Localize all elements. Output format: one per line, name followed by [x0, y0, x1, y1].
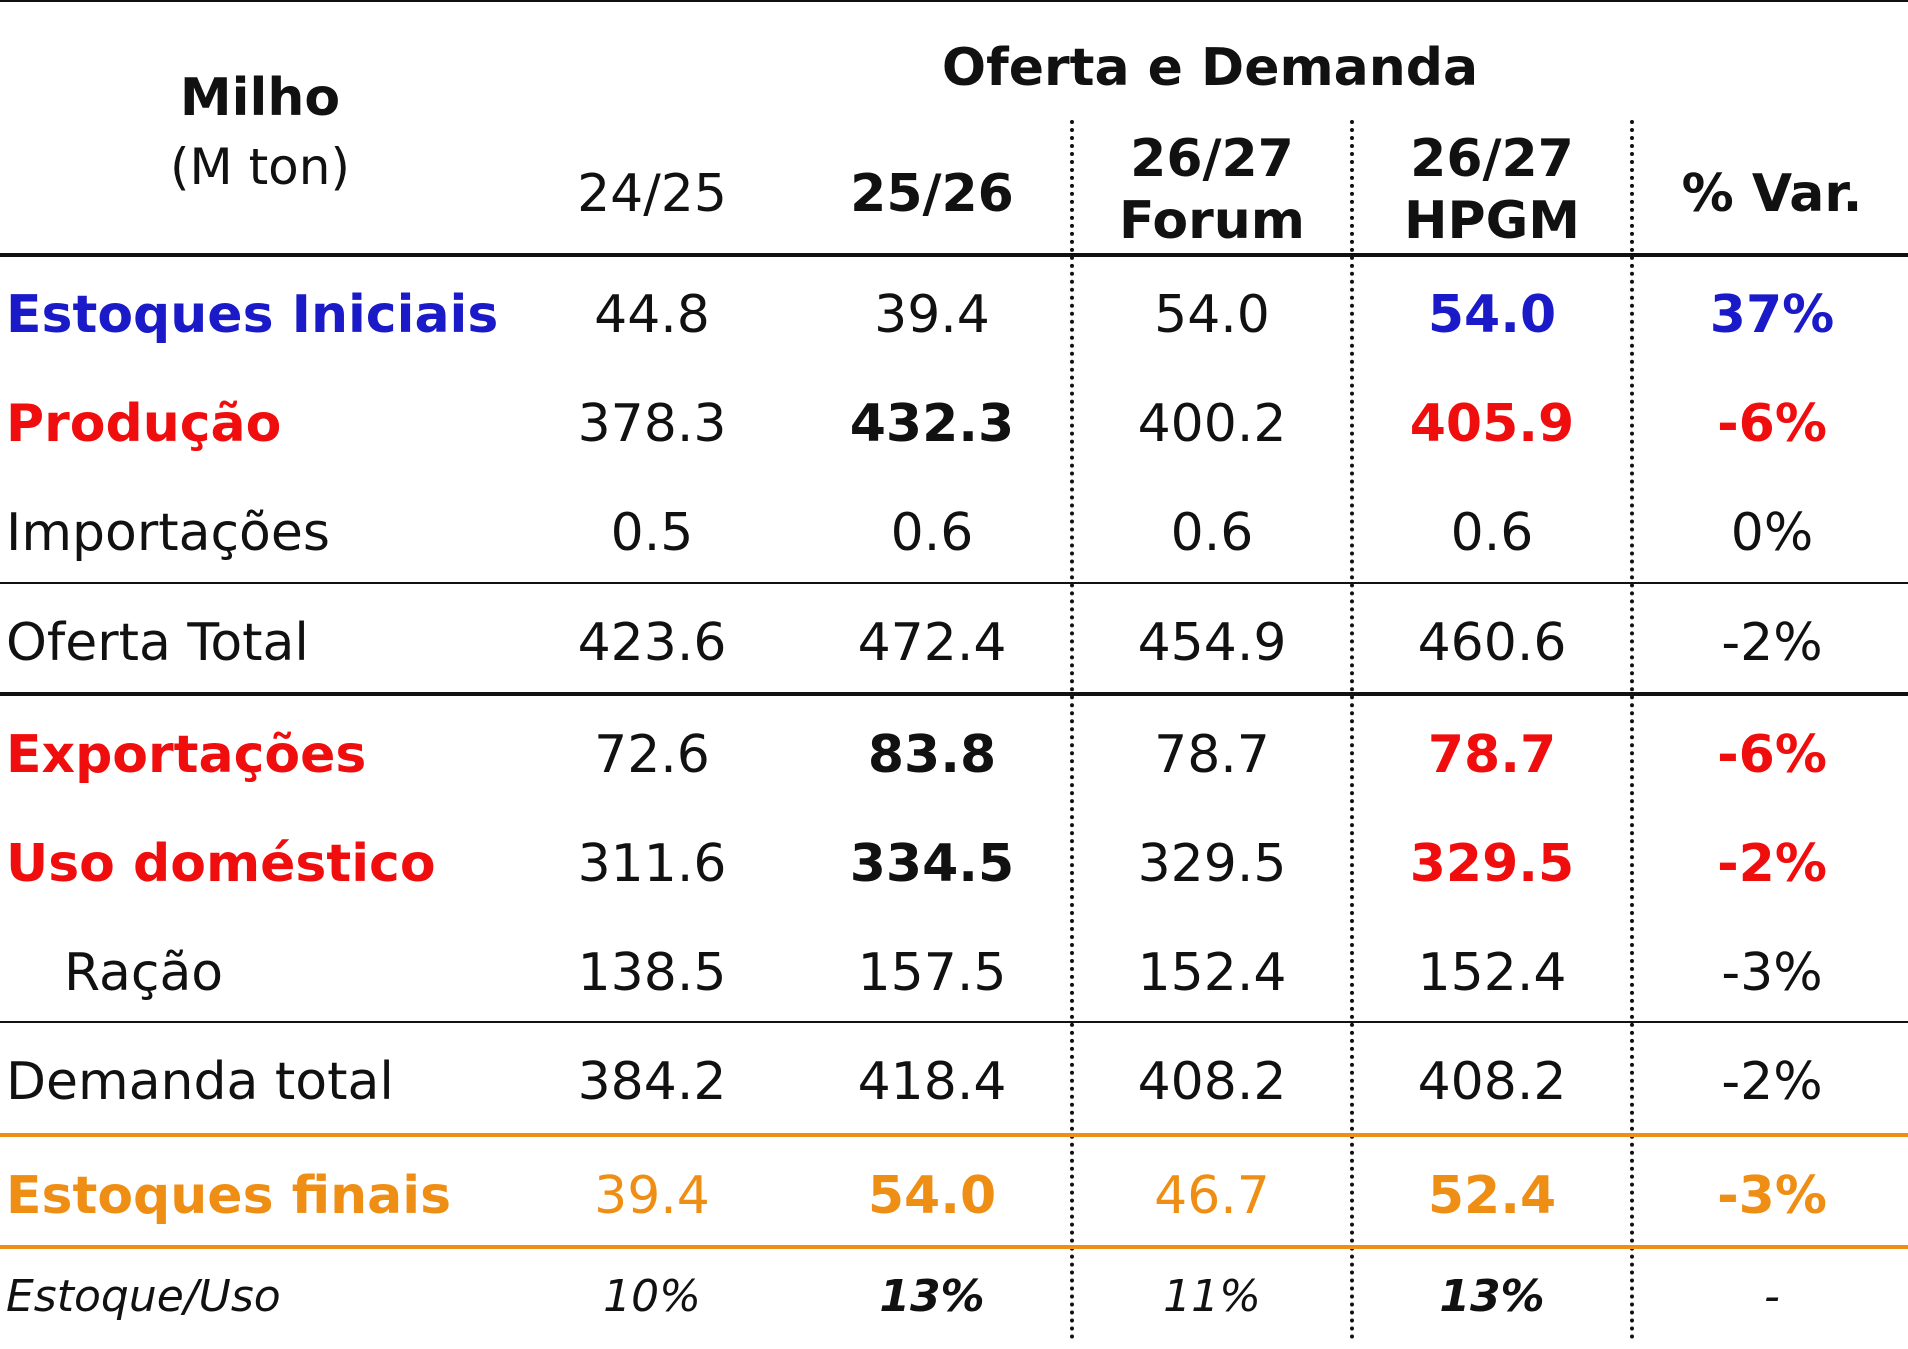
column-header-25-26: 25/26 [792, 163, 1072, 225]
value-cell: 52.4 [1427, 1166, 1557, 1226]
value-cell: 13% [879, 1271, 985, 1322]
table-row-importacoes: Importações 0.5 0.6 0.6 0.6 0% [0, 478, 1908, 588]
value-cell: 311.6 [577, 834, 727, 894]
table-row-producao: Produção 378.3 432.3 400.2 405.9 -6% [0, 369, 1908, 479]
row-label: Exportações [6, 725, 367, 785]
table-row-exportacoes: Exportações 72.6 83.8 78.7 78.7 -6% [0, 700, 1908, 810]
row-label: Estoques finais [6, 1166, 452, 1226]
row-rule [0, 1021, 1908, 1023]
value-cell: 10% [603, 1271, 701, 1322]
column-header-line: Forum [1119, 191, 1305, 251]
table-title: Milho [179, 68, 341, 128]
value-cell: -2% [1721, 1052, 1823, 1112]
value-cell: 54.0 [1427, 285, 1557, 345]
value-cell: 39.4 [874, 285, 990, 345]
column-divider [1070, 120, 1074, 1340]
value-cell: 384.2 [577, 1052, 727, 1112]
value-cell: 157.5 [857, 943, 1007, 1003]
value-cell: 378.3 [577, 394, 727, 454]
column-divider [1350, 120, 1354, 1340]
value-cell: - [1764, 1271, 1780, 1322]
table-row-uso-domestico: Uso doméstico 311.6 334.5 329.5 329.5 -2… [0, 809, 1908, 919]
group-title: Oferta e Demanda [941, 38, 1479, 98]
value-cell: 152.4 [1137, 943, 1287, 1003]
row-label: Estoques Iniciais [6, 285, 499, 345]
column-header-24-25: 24/25 [512, 163, 792, 225]
table-row-racao: Ração 138.5 157.5 152.4 152.4 -3% [0, 918, 1908, 1028]
value-cell: 46.7 [1154, 1166, 1270, 1226]
value-cell: 44.8 [594, 285, 710, 345]
value-cell: 0.6 [890, 503, 974, 563]
value-cell: 454.9 [1137, 613, 1287, 673]
value-cell: 334.5 [849, 834, 1015, 894]
header-rule [0, 253, 1908, 257]
row-label: Uso doméstico [6, 834, 436, 894]
value-cell: -2% [1717, 834, 1827, 894]
table-row-estoques-iniciais: Estoques Iniciais 44.8 39.4 54.0 54.0 37… [0, 260, 1908, 370]
value-cell: 0.6 [1450, 503, 1534, 563]
column-header-pct-var: % Var. [1632, 163, 1908, 225]
column-header-line: HPGM [1403, 191, 1581, 251]
value-cell: -2% [1721, 613, 1823, 673]
top-rule [0, 0, 1908, 2]
value-cell: 408.2 [1417, 1052, 1567, 1112]
value-cell: 432.3 [849, 394, 1015, 454]
column-header-26-27-hpgm: 26/27 HPGM [1352, 128, 1632, 252]
column-header-26-27-forum: 26/27 Forum [1072, 128, 1352, 252]
value-cell: 418.4 [857, 1052, 1007, 1112]
value-cell: 78.7 [1154, 725, 1270, 785]
value-cell: 408.2 [1137, 1052, 1287, 1112]
value-cell: 0.5 [610, 503, 694, 563]
value-cell: 78.7 [1427, 725, 1557, 785]
section-rule [0, 692, 1908, 696]
row-rule [0, 582, 1908, 584]
row-label: Produção [6, 394, 282, 454]
column-header-line: 26/27 [1130, 129, 1294, 189]
column-header-line: 24/25 [577, 164, 727, 224]
row-label: Demanda total [6, 1052, 394, 1112]
value-cell: 83.8 [867, 725, 997, 785]
row-label: Importações [6, 503, 330, 563]
value-cell: 0.6 [1170, 503, 1254, 563]
highlight-rule [0, 1133, 1908, 1137]
value-cell: 329.5 [1137, 834, 1287, 894]
value-cell: 460.6 [1417, 613, 1567, 673]
value-cell: 0% [1730, 503, 1814, 563]
table-row-estoque-uso: Estoque/Uso 10% 13% 11% 13% - [0, 1245, 1908, 1349]
column-header-line: 25/26 [850, 164, 1014, 224]
value-cell: 37% [1709, 285, 1835, 345]
row-label: Estoque/Uso [6, 1271, 281, 1322]
column-header-line: 26/27 [1410, 129, 1574, 189]
highlight-rule [0, 1245, 1908, 1249]
value-cell: 138.5 [577, 943, 727, 1003]
value-cell: -6% [1717, 725, 1827, 785]
value-cell: 54.0 [1154, 285, 1270, 345]
row-label: Ração [64, 943, 224, 1003]
table-row-demanda-total: Demanda total 384.2 418.4 408.2 408.2 -2… [0, 1027, 1908, 1137]
value-cell: 423.6 [577, 613, 727, 673]
value-cell: 405.9 [1409, 394, 1575, 454]
value-cell: 54.0 [867, 1166, 997, 1226]
value-cell: 329.5 [1409, 834, 1575, 894]
value-cell: 152.4 [1417, 943, 1567, 1003]
value-cell: -3% [1717, 1166, 1827, 1226]
table-row-oferta-total: Oferta Total 423.6 472.4 454.9 460.6 -2% [0, 588, 1908, 698]
column-header-line: % Var. [1681, 164, 1863, 224]
value-cell: 13% [1439, 1271, 1545, 1322]
column-divider [1630, 120, 1634, 1340]
value-cell: -6% [1717, 394, 1827, 454]
value-cell: -3% [1721, 943, 1823, 1003]
value-cell: 72.6 [594, 725, 710, 785]
row-label: Oferta Total [6, 613, 309, 673]
table-row-estoques-finais: Estoques finais 39.4 54.0 46.7 52.4 -3% [0, 1141, 1908, 1251]
value-cell: 11% [1163, 1271, 1261, 1322]
table-unit: (M ton) [170, 138, 350, 196]
value-cell: 472.4 [857, 613, 1007, 673]
value-cell: 39.4 [594, 1166, 710, 1226]
value-cell: 400.2 [1137, 394, 1287, 454]
